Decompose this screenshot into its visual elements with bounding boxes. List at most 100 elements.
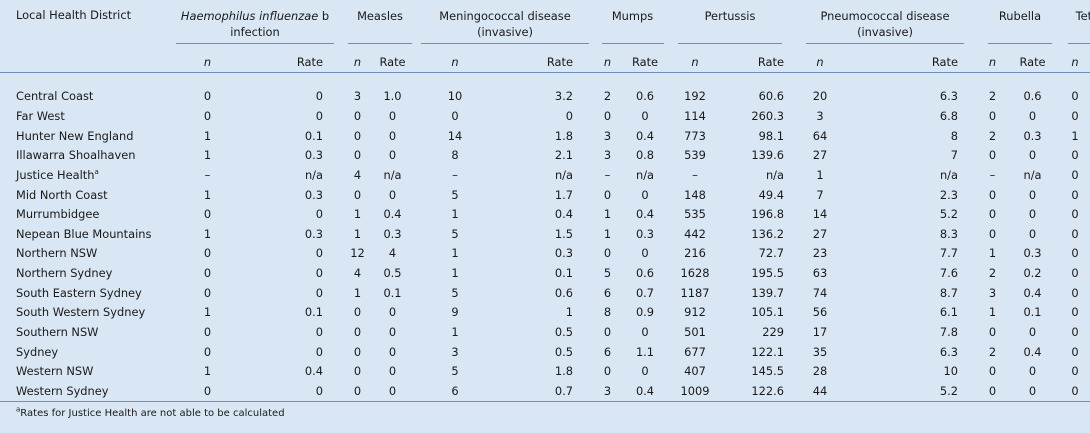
count-cell: 0	[1071, 325, 1079, 339]
district-name: Justice Health	[16, 167, 95, 182]
rate-cell: 0.1	[1023, 305, 1042, 320]
count-cell: 3	[603, 128, 612, 143]
hib-organism-label: Haemophilus influenzae	[180, 9, 319, 23]
rate-cell: 0.5	[554, 325, 573, 339]
count-cell: 27	[812, 226, 828, 241]
header-row-measures: n Rate n Rate n Rate n Rate n Rate n Rat…	[0, 52, 1090, 73]
district-name: South Eastern Sydney	[16, 285, 142, 300]
rate-cell: 6.8	[939, 108, 958, 123]
count-cell: 0	[1071, 266, 1079, 281]
rate-cell: 8.3	[939, 226, 958, 241]
count-cell: 3	[988, 285, 997, 300]
rate-column-label: Rate	[296, 55, 323, 69]
count-cell: 0	[1071, 167, 1079, 182]
rate-cell: 5.2	[939, 383, 958, 398]
count-cell: 1628	[680, 266, 710, 281]
rate-cell: 0.1	[554, 266, 573, 281]
count-cell: 1	[203, 226, 212, 241]
count-cell: 1	[203, 305, 212, 320]
rate-cell: 0.3	[304, 226, 323, 241]
count-cell: 3	[451, 344, 459, 359]
district-name: Southern NSW	[16, 325, 99, 339]
n-column-label: n	[816, 55, 824, 69]
rate-cell: 1.5	[554, 226, 573, 241]
rate-cell: 0.4	[635, 207, 655, 222]
count-cell: 2	[988, 89, 997, 104]
count-cell: 1	[353, 226, 362, 241]
rate-cell: 0.4	[1023, 285, 1042, 300]
table-row: Mid North Coast 1 0.3 0 0 5 1.7 0 0 148 49.4 7 2.3 0 0…	[0, 185, 1090, 205]
district-name-cell: Central Coast	[0, 87, 165, 107]
count-cell: 63	[812, 266, 828, 281]
rate-cell: 0.6	[1023, 89, 1042, 104]
rate-cell: 98.1	[758, 128, 784, 143]
count-cell: 12	[350, 246, 365, 261]
rate-cell: 136.2	[751, 226, 784, 241]
n-column-label: n	[1071, 55, 1079, 69]
count-cell: 56	[812, 305, 828, 320]
count-cell: 5	[451, 285, 459, 300]
tetanus-column-header: Tetanus	[1060, 0, 1090, 52]
district-column-header: Local Health District	[16, 8, 132, 22]
count-cell: 0	[1071, 344, 1079, 359]
count-cell: 0	[353, 187, 362, 202]
rate-cell: 0.5	[554, 344, 573, 359]
rate-cell: n/a	[1023, 167, 1042, 182]
rate-cell: 0	[1028, 226, 1037, 241]
count-cell: 1	[988, 305, 997, 320]
district-name-cell: Western NSW	[0, 362, 165, 382]
count-cell: 0	[1071, 226, 1079, 241]
count-cell: –	[604, 167, 611, 182]
rate-cell: 0	[315, 89, 323, 104]
count-cell: 539	[684, 148, 706, 163]
rate-cell: 0	[641, 246, 649, 261]
rate-cell: 0.5	[383, 266, 402, 281]
count-cell: 4	[353, 266, 362, 281]
count-cell: 6	[603, 344, 612, 359]
rate-cell: 0	[388, 128, 397, 143]
count-cell: 1	[603, 207, 612, 222]
count-cell: 535	[684, 207, 706, 222]
district-name-cell: Murrumbidgee	[0, 205, 165, 225]
count-cell: 1187	[680, 285, 710, 300]
rate-cell: 0	[315, 108, 323, 123]
rate-column-label: Rate	[631, 55, 659, 69]
count-cell: 1	[1071, 128, 1079, 143]
n-column-label: n	[203, 55, 212, 69]
rate-cell: n/a	[304, 167, 323, 182]
rate-cell: 0.8	[635, 148, 655, 163]
count-cell: 0	[988, 187, 997, 202]
count-cell: –	[989, 167, 996, 182]
count-cell: 0	[988, 207, 997, 222]
count-cell: 5	[451, 187, 459, 202]
rate-cell: 1.0	[383, 89, 402, 104]
rate-cell: 0.9	[635, 305, 655, 320]
tetanus-label: Tetanus	[1075, 9, 1090, 23]
district-name: Sydney	[16, 344, 59, 359]
n-column-label: n	[603, 55, 612, 69]
rate-cell: 7.6	[939, 266, 958, 281]
table-row: South Western Sydney 1 0.1 0 0 9 1 8 0.9 912 105.1…	[0, 303, 1090, 323]
rate-cell: n/a	[765, 167, 784, 182]
count-cell: 3	[816, 108, 824, 123]
header-blank-cell	[0, 52, 165, 73]
rate-cell: 0	[315, 207, 323, 222]
district-name: Illawarra Shoalhaven	[16, 148, 136, 163]
rate-cell: 0.1	[304, 305, 323, 320]
rate-cell: 0	[641, 364, 649, 379]
rate-cell: 2.3	[939, 187, 958, 202]
count-cell: 0	[988, 108, 997, 123]
rate-cell: 0.6	[554, 285, 573, 300]
count-cell: 0	[1071, 305, 1079, 320]
count-cell: 0	[603, 108, 612, 123]
rate-column-label: Rate	[379, 55, 406, 69]
count-cell: 1	[353, 207, 362, 222]
count-cell: 8	[451, 148, 459, 163]
rate-cell: 0.4	[554, 207, 573, 222]
rate-cell: 0.3	[1023, 128, 1042, 143]
count-cell: 35	[812, 344, 828, 359]
count-cell: 0	[988, 383, 997, 398]
count-cell: –	[692, 167, 698, 182]
